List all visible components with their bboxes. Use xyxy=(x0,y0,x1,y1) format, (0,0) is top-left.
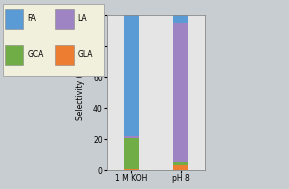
Text: LA: LA xyxy=(78,14,87,23)
Y-axis label: Selectivity (%): Selectivity (%) xyxy=(77,65,86,120)
Bar xyxy=(173,15,188,23)
Bar xyxy=(124,138,139,169)
FancyBboxPatch shape xyxy=(55,45,74,65)
FancyBboxPatch shape xyxy=(5,45,23,65)
Bar xyxy=(124,169,139,170)
Bar xyxy=(124,15,139,136)
Text: GCA: GCA xyxy=(27,50,44,59)
FancyBboxPatch shape xyxy=(55,9,74,29)
FancyBboxPatch shape xyxy=(3,4,104,76)
FancyBboxPatch shape xyxy=(5,9,23,29)
Bar xyxy=(173,162,188,165)
Bar xyxy=(124,136,139,138)
Bar xyxy=(173,165,188,170)
Text: GLA: GLA xyxy=(78,50,93,59)
Bar xyxy=(173,23,188,162)
Text: FA: FA xyxy=(27,14,36,23)
